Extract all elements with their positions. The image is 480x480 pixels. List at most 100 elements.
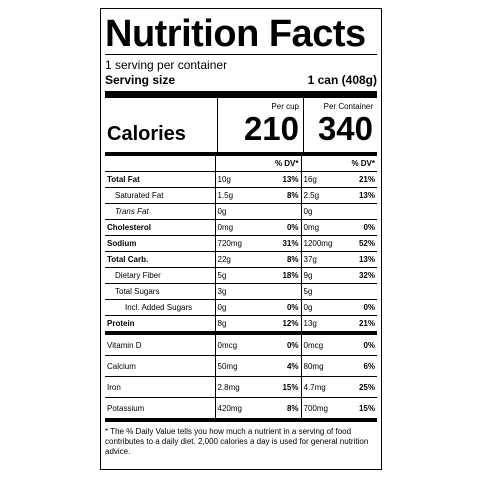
container-amount: 2.5g	[300, 187, 349, 204]
container-amount: 0g	[300, 203, 349, 220]
container-amount: 16g	[300, 171, 349, 188]
container-amount: 9g	[300, 267, 349, 284]
container-dv: 6%	[349, 355, 377, 377]
container-dv: 15%	[349, 397, 377, 422]
nutrient-name: Protein	[105, 315, 215, 335]
cup-amount: 10g	[214, 171, 263, 188]
cup-amount: 0g	[214, 203, 263, 220]
daily-value-footnote: * The % Daily Value tells you how much a…	[105, 427, 369, 456]
nutrient-name: Cholesterol	[105, 219, 215, 236]
vitamin-row-calcium: Calcium 50mg 4% 80mg 6%	[105, 355, 377, 377]
container-dv: 0%	[349, 299, 377, 316]
container-amount: 5g	[300, 283, 349, 300]
container-amount: 4.7mg	[300, 376, 349, 398]
serving-size-row: Serving size 1 can (408g)	[105, 73, 377, 87]
serving-size-label: Serving size	[105, 73, 176, 87]
nutrient-row-dietary-fiber: Dietary Fiber 5g 18% 9g 32%	[105, 267, 377, 284]
per-cup-column: Per cup 210	[217, 98, 303, 152]
dv-header-container: % DV*	[349, 156, 377, 172]
cup-amount: 1.5g	[214, 187, 263, 204]
cup-amount: 5g	[214, 267, 263, 284]
container-amount: 0g	[300, 299, 349, 316]
nutrient-name: Trans Fat	[105, 203, 215, 220]
container-dv: 13%	[349, 187, 377, 204]
cup-amount: 0mg	[214, 219, 263, 236]
container-amount: 1200mg	[300, 235, 349, 252]
vitamin-row-vitamin-d: Vitamin D 0mcg 0% 0mcg 0%	[105, 333, 377, 356]
cup-amount: 0g	[214, 299, 263, 316]
cup-amount: 50mg	[214, 355, 263, 377]
container-amount: 13g	[300, 315, 349, 335]
vitamin-name: Calcium	[105, 355, 215, 377]
nutrient-row-protein: Protein 8g 12% 13g 21%	[105, 315, 377, 335]
container-dv: 21%	[349, 315, 377, 335]
vitamin-name: Iron	[105, 376, 215, 398]
cup-dv: 18%	[263, 267, 301, 284]
container-dv: 0%	[349, 333, 377, 356]
container-dv: 32%	[349, 267, 377, 284]
container-dv: 13%	[349, 251, 377, 268]
cup-dv: 15%	[263, 376, 301, 398]
container-dv: 21%	[349, 171, 377, 188]
nutrient-row-total-fat: Total Fat 10g 13% 16g 21%	[105, 171, 377, 188]
vitamin-name: Vitamin D	[105, 333, 215, 356]
cup-dv: 0%	[263, 333, 301, 356]
cup-dv: 13%	[263, 171, 301, 188]
nutrient-name: Dietary Fiber	[105, 267, 215, 284]
nutrient-row-added-sugars: Incl. Added Sugars 0g 0% 0g 0%	[105, 299, 377, 316]
nutrient-name: Sodium	[105, 235, 215, 252]
nutrient-row-saturated-fat: Saturated Fat 1.5g 8% 2.5g 13%	[105, 187, 377, 204]
calories-section: Calories Per cup 210 Per Container 340	[105, 98, 377, 152]
nutrient-name: Saturated Fat	[105, 187, 215, 204]
nutrient-name: Total Fat	[105, 171, 215, 188]
container-dv	[349, 203, 377, 220]
container-dv: 52%	[349, 235, 377, 252]
calories-per-container: 340	[317, 110, 373, 147]
per-cup-header: Per cup	[271, 102, 299, 111]
container-dv: 0%	[349, 219, 377, 236]
per-container-header: Per Container	[323, 102, 373, 111]
thick-divider	[105, 91, 377, 98]
container-dv: 25%	[349, 376, 377, 398]
cup-dv: 8%	[263, 187, 301, 204]
cup-amount: 3g	[214, 283, 263, 300]
cup-amount: 8g	[214, 315, 263, 335]
vitamin-row-potassium: Potassium 420mg 8% 700mg 15%	[105, 397, 377, 422]
nutrient-name: Total Carb.	[105, 251, 215, 268]
cup-dv: 8%	[263, 397, 301, 422]
cup-amount: 2.8mg	[214, 376, 263, 398]
cup-dv: 0%	[263, 219, 301, 236]
container-amount: 0mg	[300, 219, 349, 236]
nutrient-row-total-carb: Total Carb. 22g 8% 37g 13%	[105, 251, 377, 268]
cup-dv	[263, 203, 301, 220]
cup-amount: 720mg	[214, 235, 263, 252]
vitamin-name: Potassium	[105, 397, 215, 422]
cup-dv: 8%	[263, 251, 301, 268]
cup-amount: 0mcg	[214, 333, 263, 356]
servings-per-container: 1 serving per container	[105, 58, 228, 72]
per-container-column: Per Container 340	[303, 98, 377, 152]
container-amount: 0mcg	[300, 333, 349, 356]
container-dv	[349, 283, 377, 300]
cup-dv: 4%	[263, 355, 301, 377]
nutrient-name: Total Sugars	[105, 283, 215, 300]
nutrient-row-trans-fat: Trans Fat 0g 0g	[105, 203, 377, 220]
cup-amount: 420mg	[214, 397, 263, 422]
cup-amount: 22g	[214, 251, 263, 268]
container-amount: 80mg	[300, 355, 349, 377]
calories-label: Calories	[107, 123, 186, 145]
cup-dv: 0%	[263, 299, 301, 316]
vitamin-row-iron: Iron 2.8mg 15% 4.7mg 25%	[105, 376, 377, 398]
calories-per-cup: 210	[243, 110, 299, 147]
medium-divider	[105, 152, 377, 156]
nutrient-name: Incl. Added Sugars	[105, 299, 215, 316]
cup-dv	[263, 283, 301, 300]
nutrition-facts-label: Nutrition Facts 1 serving per container …	[100, 8, 382, 470]
label-title: Nutrition Facts	[105, 13, 366, 55]
container-amount: 37g	[300, 251, 349, 268]
nutrient-table: % DV* % DV* Total Fat 10g 13% 16g 21% Sa…	[105, 156, 377, 422]
nutrient-row-sodium: Sodium 720mg 31% 1200mg 52%	[105, 235, 377, 252]
container-amount: 700mg	[300, 397, 349, 422]
divider	[105, 54, 377, 55]
cup-dv: 12%	[263, 315, 301, 335]
